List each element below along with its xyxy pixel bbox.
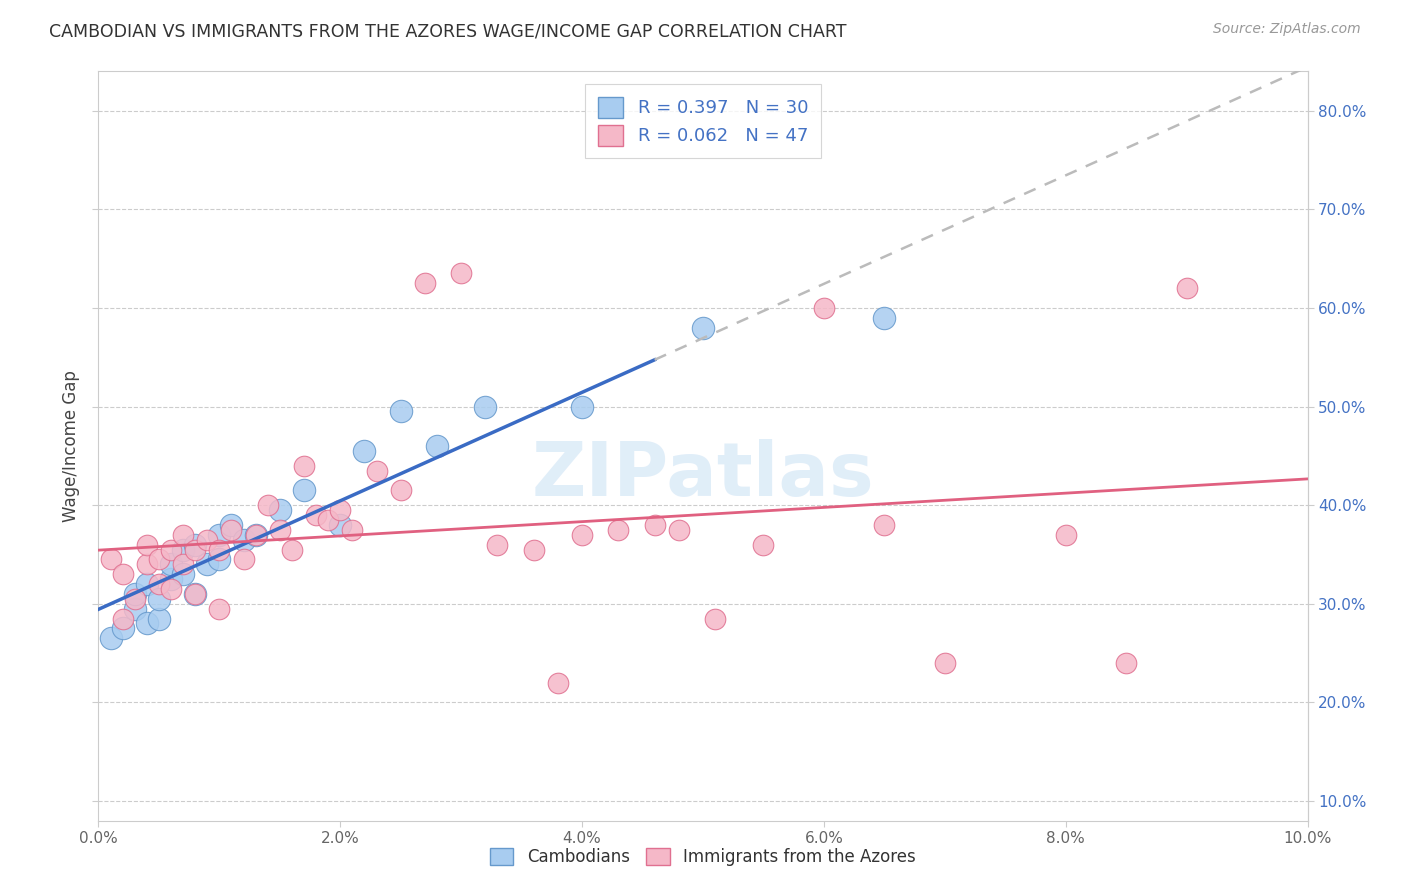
Point — [426, 439, 449, 453]
Point — [934, 656, 956, 670]
Point — [607, 523, 630, 537]
Point — [172, 527, 194, 541]
Point — [172, 542, 194, 557]
Point — [160, 542, 183, 557]
Point — [450, 267, 472, 281]
Point — [389, 483, 412, 498]
Point — [486, 538, 509, 552]
Point — [100, 552, 122, 566]
Point — [389, 404, 412, 418]
Point — [366, 464, 388, 478]
Point — [221, 517, 243, 532]
Point — [752, 538, 775, 552]
Y-axis label: Wage/Income Gap: Wage/Income Gap — [62, 370, 80, 522]
Point — [316, 513, 339, 527]
Point — [195, 558, 218, 572]
Point — [184, 542, 207, 557]
Point — [184, 587, 207, 601]
Point — [184, 587, 207, 601]
Point — [292, 483, 315, 498]
Text: CAMBODIAN VS IMMIGRANTS FROM THE AZORES WAGE/INCOME GAP CORRELATION CHART: CAMBODIAN VS IMMIGRANTS FROM THE AZORES … — [49, 22, 846, 40]
Point — [111, 611, 134, 625]
Legend: Cambodians, Immigrants from the Azores: Cambodians, Immigrants from the Azores — [482, 840, 924, 875]
Point — [148, 591, 170, 606]
Point — [124, 591, 146, 606]
Point — [184, 538, 207, 552]
Point — [269, 503, 291, 517]
Point — [148, 552, 170, 566]
Point — [100, 632, 122, 646]
Point — [329, 503, 352, 517]
Point — [124, 601, 146, 615]
Point — [413, 277, 436, 291]
Point — [245, 527, 267, 541]
Point — [1175, 281, 1198, 295]
Point — [353, 444, 375, 458]
Point — [873, 517, 896, 532]
Point — [160, 558, 183, 572]
Point — [111, 567, 134, 582]
Point — [111, 621, 134, 635]
Point — [644, 517, 666, 532]
Point — [208, 542, 231, 557]
Point — [160, 572, 183, 586]
Text: Source: ZipAtlas.com: Source: ZipAtlas.com — [1213, 22, 1361, 37]
Point — [269, 523, 291, 537]
Point — [292, 458, 315, 473]
Point — [523, 542, 546, 557]
Text: ZIPatlas: ZIPatlas — [531, 440, 875, 513]
Legend: R = 0.397   N = 30, R = 0.062   N = 47: R = 0.397 N = 30, R = 0.062 N = 47 — [585, 84, 821, 159]
Point — [148, 611, 170, 625]
Point — [221, 523, 243, 537]
Point — [704, 611, 727, 625]
Point — [873, 310, 896, 325]
Point — [232, 552, 254, 566]
Point — [342, 523, 364, 537]
Point — [813, 301, 835, 315]
Point — [172, 567, 194, 582]
Point — [172, 558, 194, 572]
Point — [692, 320, 714, 334]
Point — [245, 527, 267, 541]
Point — [160, 582, 183, 596]
Point — [148, 577, 170, 591]
Point — [208, 601, 231, 615]
Point — [305, 508, 328, 522]
Point — [208, 552, 231, 566]
Point — [668, 523, 690, 537]
Point — [1115, 656, 1137, 670]
Point — [124, 587, 146, 601]
Point — [135, 616, 157, 631]
Point — [281, 542, 304, 557]
Point — [547, 675, 569, 690]
Point — [571, 527, 593, 541]
Point — [208, 527, 231, 541]
Point — [571, 400, 593, 414]
Point — [256, 498, 278, 512]
Point — [135, 538, 157, 552]
Point — [135, 558, 157, 572]
Point — [1054, 527, 1077, 541]
Point — [329, 517, 352, 532]
Point — [195, 533, 218, 547]
Point — [135, 577, 157, 591]
Point — [474, 400, 496, 414]
Point — [232, 533, 254, 547]
